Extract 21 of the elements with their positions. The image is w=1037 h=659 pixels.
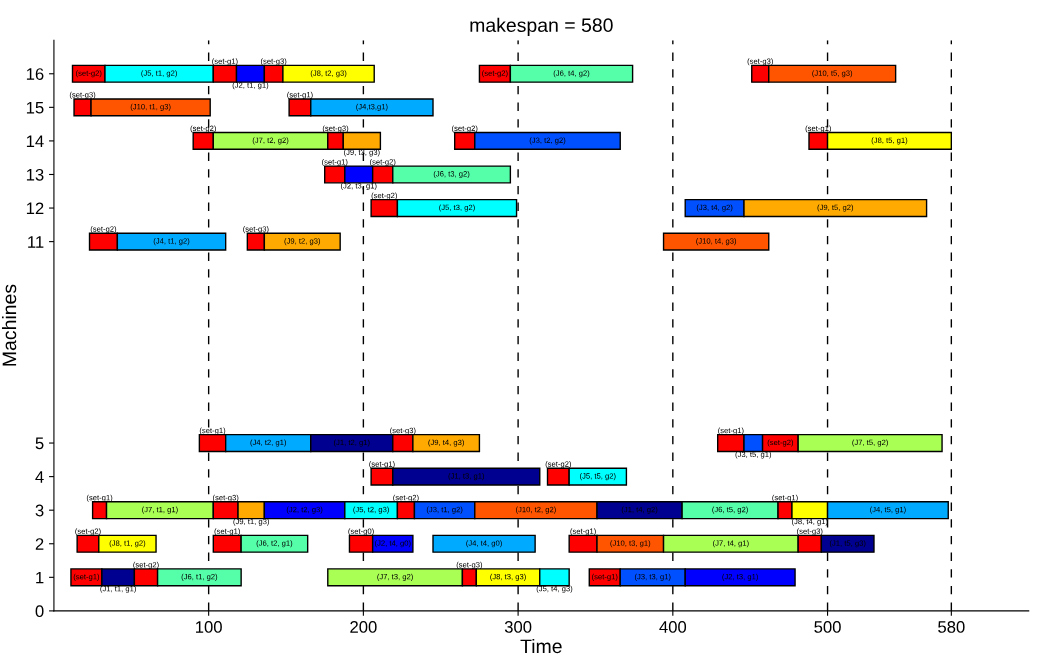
y-tick-label: 1: [36, 571, 44, 584]
chart-title: makespan = 580: [470, 17, 613, 36]
x-tick-label: 100: [196, 621, 222, 633]
y-tick-label: 2: [35, 538, 44, 550]
x-tick-label: 200: [350, 621, 377, 633]
y-tick-label: 5: [35, 437, 44, 450]
y-tick-label: 14: [26, 135, 44, 147]
y-tick-label: 3: [35, 504, 44, 517]
y-axis-title: Machines: [1, 284, 17, 366]
x-tick-label: 500: [814, 621, 841, 633]
y-tick-label: 16: [26, 68, 44, 80]
x-tick-label: 580: [938, 621, 965, 633]
x-tick-label: 400: [659, 621, 687, 633]
y-tick-label: 0: [35, 605, 44, 618]
y-tick-label: 12: [26, 202, 44, 215]
y-tick-label: 11: [28, 236, 44, 248]
x-tick-label: 300: [504, 621, 532, 633]
x-axis-title: Time: [520, 638, 562, 654]
y-tick-label: 13: [26, 168, 44, 181]
y-tick-label: 15: [26, 101, 44, 114]
y-tick-label: 4: [35, 471, 44, 483]
